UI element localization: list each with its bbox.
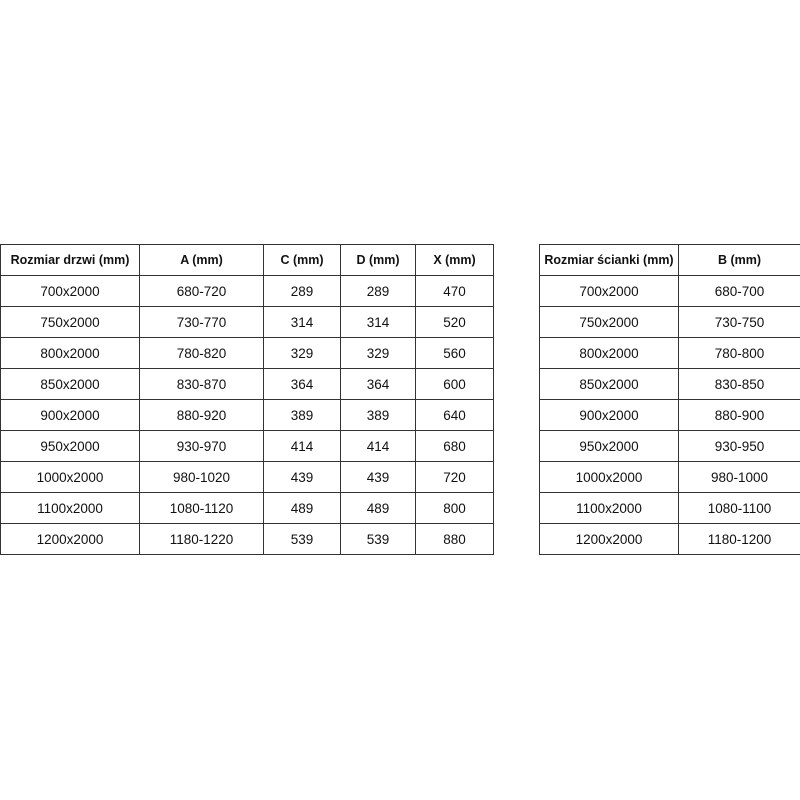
table-cell: 289 xyxy=(263,275,341,307)
table-row: 750x2000 730-770 314 314 520 xyxy=(0,306,494,338)
table-row: 800x2000 780-820 329 329 560 xyxy=(0,337,494,369)
table-cell: 1100x2000 xyxy=(0,492,140,524)
table-cell: 680 xyxy=(415,430,494,462)
table-cell: 389 xyxy=(263,399,341,431)
table-cell: 880-900 xyxy=(678,399,800,431)
column-header: Rozmiar drzwi (mm) xyxy=(0,244,140,276)
table-cell: 439 xyxy=(263,461,341,493)
table-cell: 539 xyxy=(340,523,416,555)
table-cell: 730-750 xyxy=(678,306,800,338)
table-row: 1000x2000 980-1020 439 439 720 xyxy=(0,461,494,493)
table-cell: 329 xyxy=(263,337,341,369)
table-row: 1100x2000 1080-1120 489 489 800 xyxy=(0,492,494,524)
table-cell: 289 xyxy=(340,275,416,307)
table-cell: 830-870 xyxy=(139,368,264,400)
table-row: 850x2000 830-850 xyxy=(539,368,800,400)
table-cell: 1000x2000 xyxy=(539,461,679,493)
table-cell: 950x2000 xyxy=(0,430,140,462)
table-cell: 780-800 xyxy=(678,337,800,369)
table-cell: 900x2000 xyxy=(539,399,679,431)
table-cell: 329 xyxy=(340,337,416,369)
table-cell: 1200x2000 xyxy=(0,523,140,555)
table-cell: 850x2000 xyxy=(539,368,679,400)
table-row: 950x2000 930-970 414 414 680 xyxy=(0,430,494,462)
column-header: B (mm) xyxy=(678,244,800,276)
table-cell: 314 xyxy=(340,306,416,338)
table-cell: 720 xyxy=(415,461,494,493)
table-cell: 560 xyxy=(415,337,494,369)
table-cell: 780-820 xyxy=(139,337,264,369)
table-row: 700x2000 680-720 289 289 470 xyxy=(0,275,494,307)
table-cell: 930-950 xyxy=(678,430,800,462)
table-cell: 1200x2000 xyxy=(539,523,679,555)
table-cell: 880-920 xyxy=(139,399,264,431)
column-header: A (mm) xyxy=(139,244,264,276)
table-cell: 600 xyxy=(415,368,494,400)
table-cell: 439 xyxy=(340,461,416,493)
table-cell: 1080-1120 xyxy=(139,492,264,524)
table-cell: 1100x2000 xyxy=(539,492,679,524)
table-header-row: Rozmiar ścianki (mm) B (mm) xyxy=(539,244,800,276)
door-size-table: Rozmiar drzwi (mm) A (mm) C (mm) D (mm) X (m… xyxy=(0,244,494,555)
table-cell: 1180-1200 xyxy=(678,523,800,555)
table-cell: 489 xyxy=(263,492,341,524)
table-cell: 700x2000 xyxy=(539,275,679,307)
table-cell: 950x2000 xyxy=(539,430,679,462)
table-cell: 539 xyxy=(263,523,341,555)
table-cell: 470 xyxy=(415,275,494,307)
table-cell: 700x2000 xyxy=(0,275,140,307)
table-cell: 900x2000 xyxy=(0,399,140,431)
table-row: 1200x2000 1180-1220 539 539 880 xyxy=(0,523,494,555)
table-cell: 880 xyxy=(415,523,494,555)
table-row: 750x2000 730-750 xyxy=(539,306,800,338)
table-row: 700x2000 680-700 xyxy=(539,275,800,307)
table-cell: 730-770 xyxy=(139,306,264,338)
table-cell: 750x2000 xyxy=(0,306,140,338)
table-cell: 800x2000 xyxy=(0,337,140,369)
column-header: Rozmiar ścianki (mm) xyxy=(539,244,679,276)
table-cell: 750x2000 xyxy=(539,306,679,338)
table-cell: 980-1020 xyxy=(139,461,264,493)
table-cell: 640 xyxy=(415,399,494,431)
table-cell: 1080-1100 xyxy=(678,492,800,524)
table-cell: 1180-1220 xyxy=(139,523,264,555)
table-row: 900x2000 880-900 xyxy=(539,399,800,431)
table-cell: 1000x2000 xyxy=(0,461,140,493)
table-cell: 314 xyxy=(263,306,341,338)
table-cell: 364 xyxy=(263,368,341,400)
table-cell: 680-700 xyxy=(678,275,800,307)
table-row: 900x2000 880-920 389 389 640 xyxy=(0,399,494,431)
table-row: 850x2000 830-870 364 364 600 xyxy=(0,368,494,400)
table-cell: 680-720 xyxy=(139,275,264,307)
table-cell: 414 xyxy=(340,430,416,462)
table-row: 800x2000 780-800 xyxy=(539,337,800,369)
table-cell: 930-970 xyxy=(139,430,264,462)
table-row: 1200x2000 1180-1200 xyxy=(539,523,800,555)
table-cell: 364 xyxy=(340,368,416,400)
table-cell: 414 xyxy=(263,430,341,462)
table-row: 1100x2000 1080-1100 xyxy=(539,492,800,524)
table-cell: 520 xyxy=(415,306,494,338)
column-header: C (mm) xyxy=(263,244,341,276)
table-cell: 850x2000 xyxy=(0,368,140,400)
table-cell: 980-1000 xyxy=(678,461,800,493)
table-row: 950x2000 930-950 xyxy=(539,430,800,462)
table-cell: 800x2000 xyxy=(539,337,679,369)
table-cell: 389 xyxy=(340,399,416,431)
table-cell: 800 xyxy=(415,492,494,524)
table-row: 1000x2000 980-1000 xyxy=(539,461,800,493)
column-header: X (mm) xyxy=(415,244,494,276)
table-cell: 489 xyxy=(340,492,416,524)
table-cell: 830-850 xyxy=(678,368,800,400)
table-header-row: Rozmiar drzwi (mm) A (mm) C (mm) D (mm) X (m… xyxy=(0,244,494,276)
wall-size-table: Rozmiar ścianki (mm) B (mm) 700x2000 680-7… xyxy=(539,244,800,555)
column-header: D (mm) xyxy=(340,244,416,276)
